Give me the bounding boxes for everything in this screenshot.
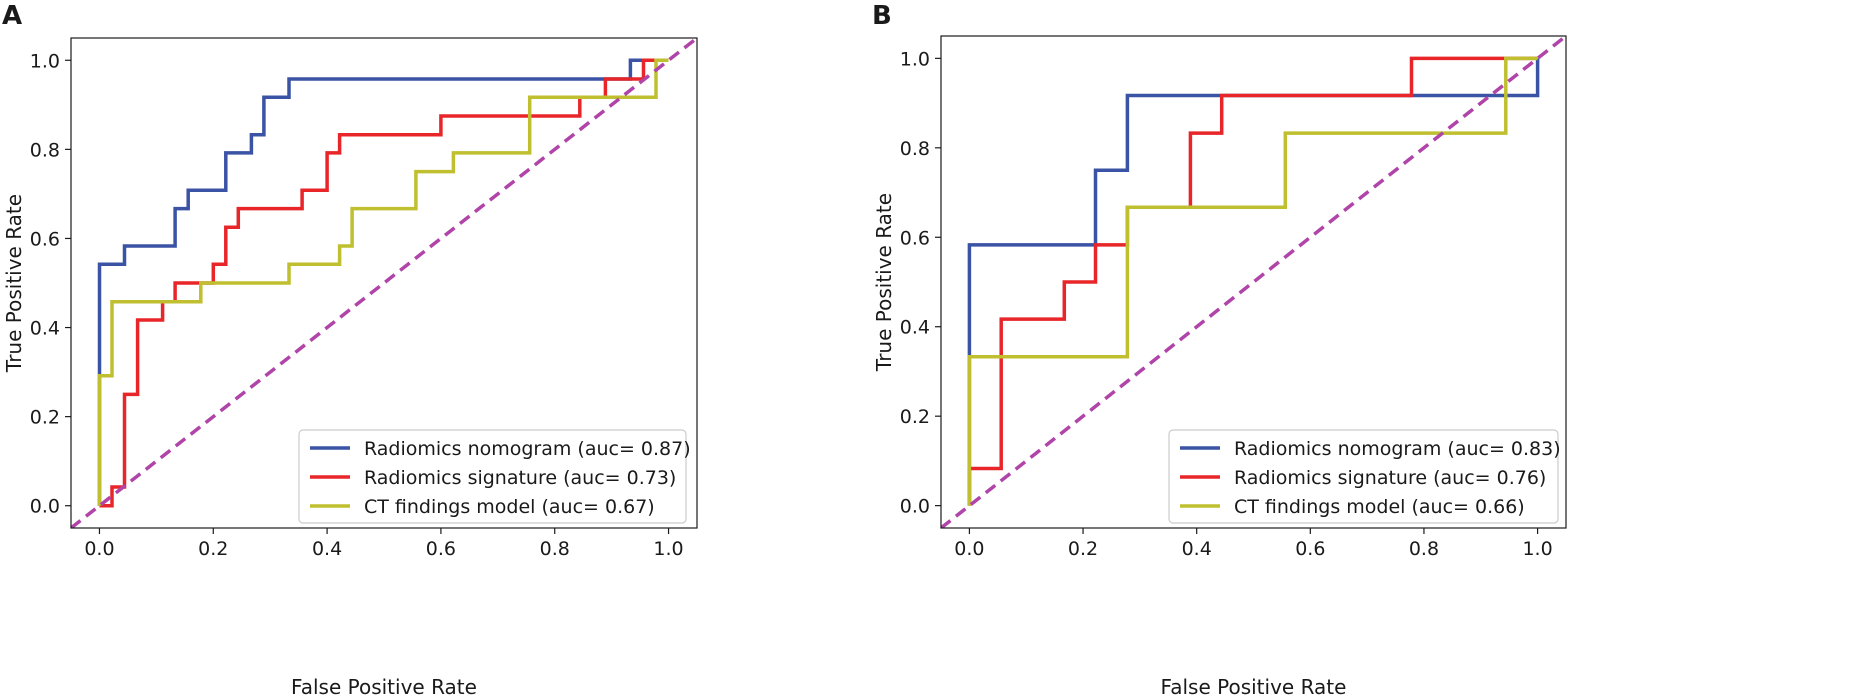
roc-curve-series-0 xyxy=(967,58,1540,506)
roc-curve-series-0 xyxy=(97,58,669,506)
panel-label: B xyxy=(872,1,892,31)
legend-entry-label: CT findings model (auc= 0.67) xyxy=(364,496,655,518)
y-tick-label: 0.4 xyxy=(900,317,930,339)
x-tick-label: 0.0 xyxy=(84,538,114,560)
legend-entry-label: Radiomics nomogram (auc= 0.83) xyxy=(1234,438,1561,460)
x-axis-label: False Positive Rate xyxy=(1161,675,1347,698)
roc-curve-series-1 xyxy=(99,58,669,508)
y-tick-label: 1.0 xyxy=(30,50,60,72)
legend-entry-label: Radiomics signature (auc= 0.76) xyxy=(1234,467,1546,489)
legend: Radiomics nomogram (auc= 0.83) Radiomics … xyxy=(1168,429,1561,524)
y-tick-label: 0.0 xyxy=(30,496,60,518)
y-tick-label: 0.4 xyxy=(30,318,60,340)
legend-box xyxy=(1168,429,1559,524)
x-tick-label: 0.2 xyxy=(1068,538,1098,560)
legend-box xyxy=(298,429,687,524)
y-axis-label: True Positive Rate xyxy=(2,194,26,373)
roc-curve-series-2 xyxy=(967,56,1538,506)
y-tick-label: 0.0 xyxy=(900,496,930,518)
y-tick-label: 0.6 xyxy=(900,227,930,249)
plot-frame xyxy=(70,37,698,529)
x-tick-label: 0.2 xyxy=(198,538,228,560)
y-tick-label: 0.8 xyxy=(30,139,60,161)
x-tick-label: 0.4 xyxy=(312,538,342,560)
x-tick-label: 0.4 xyxy=(1182,538,1212,560)
y-tick-label: 0.2 xyxy=(900,406,930,428)
x-tick-label: 0.8 xyxy=(1409,538,1439,560)
y-tick-label: 0.6 xyxy=(30,228,60,250)
legend-entry-label: CT findings model (auc= 0.66) xyxy=(1234,496,1525,518)
x-tick-label: 0.6 xyxy=(426,538,456,560)
legend: Radiomics nomogram (auc= 0.87) Radiomics … xyxy=(298,429,691,524)
roc-curve-series-2 xyxy=(97,58,669,506)
y-axis-label: True Positive Rate xyxy=(872,193,896,372)
y-tick-label: 0.2 xyxy=(30,407,60,429)
legend-entry-label: Radiomics nomogram (auc= 0.87) xyxy=(364,438,691,460)
legend-entry-label: Radiomics signature (auc= 0.73) xyxy=(364,467,676,489)
y-tick-label: 1.0 xyxy=(900,48,930,70)
x-tick-label: 0.8 xyxy=(540,538,570,560)
panel-label: A xyxy=(2,1,22,31)
x-tick-label: 1.0 xyxy=(1522,538,1552,560)
x-tick-label: 0.6 xyxy=(1295,538,1325,560)
chart-panel-a: A 0.0 0.2 0.4 0.6 0.8 1.0 0.0 0.2 0.4 0.6 0.8 1.0 Fal… xyxy=(2,1,698,698)
x-tick-label: 0.0 xyxy=(954,538,984,560)
chart-panel-b: B 0.0 0.2 0.4 0.6 0.8 1.0 0.0 0.2 0.4 0.6 0.8 1.0 Fal… xyxy=(872,1,1567,698)
x-axis-label: False Positive Rate xyxy=(291,675,477,698)
plot-frame xyxy=(940,35,1567,529)
x-tick-label: 1.0 xyxy=(653,538,683,560)
y-tick-label: 0.8 xyxy=(900,138,930,160)
